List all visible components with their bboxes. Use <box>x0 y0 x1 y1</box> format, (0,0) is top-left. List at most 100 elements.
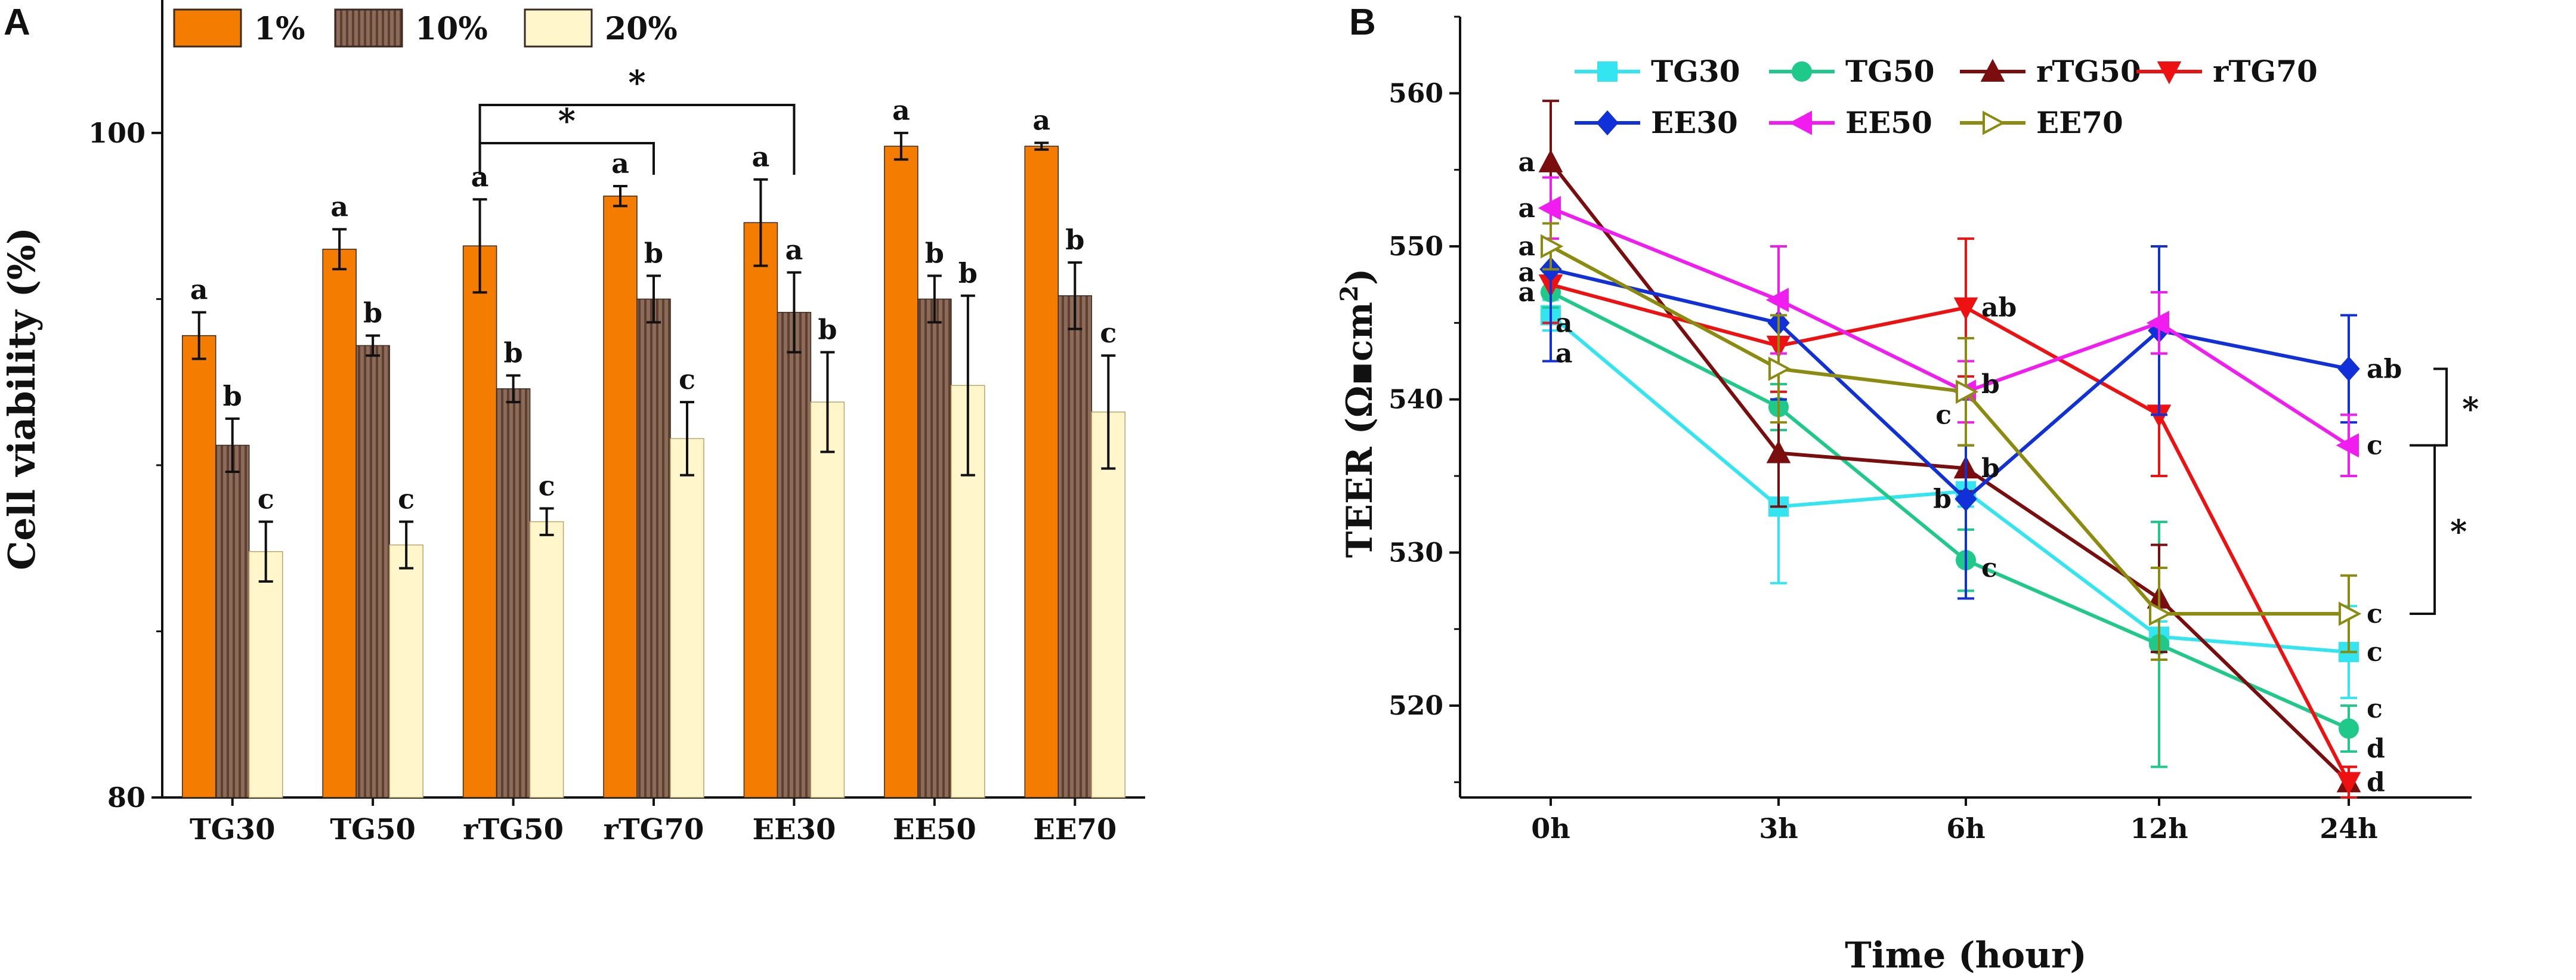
y-axis-label: TEER (Ω▪cm2) <box>1335 268 1381 558</box>
legend-marker-EE70 <box>1983 110 2006 135</box>
significance-letter: a <box>786 234 803 266</box>
significance-letter: b <box>1981 453 2000 484</box>
significance-letter: a <box>752 141 770 173</box>
significance-letter: c <box>679 363 695 395</box>
series-TG50 <box>1541 276 2359 768</box>
x-tick-label: TG30 <box>190 813 276 846</box>
significance-letter: c <box>1935 400 1952 430</box>
x-tick-label: TG50 <box>330 813 416 846</box>
y-tick-label: 540 <box>1388 385 1443 415</box>
legend-label: rTG50 <box>2036 54 2141 89</box>
legend-label: EE30 <box>1651 105 1738 140</box>
significance-star: * <box>628 63 645 103</box>
bar-20pct-TG50 <box>389 544 423 798</box>
y-axis-label-end: ) <box>1339 268 1381 285</box>
legend-label: EE70 <box>2036 105 2123 140</box>
y-tick-label: 80 <box>107 781 146 814</box>
y-tick-label: 100 <box>88 117 146 149</box>
significance-letter: a <box>892 94 910 126</box>
significance-bracket <box>2410 444 2436 615</box>
panel-a-label: A <box>4 2 30 43</box>
point-rTG50-0h <box>1538 149 1563 172</box>
significance-letter: a <box>1518 147 1535 178</box>
significance-letter: c <box>2367 599 2383 629</box>
significance-letter: d <box>2367 734 2385 764</box>
bar-10pct-EE30 <box>777 311 812 798</box>
bar-1pct-rTG70 <box>603 195 638 798</box>
significance-letter: b <box>1981 369 2000 400</box>
bar-20pct-rTG50 <box>529 521 564 798</box>
panel-a-bar-chart: 80 100 Cell viability (%) TG30 a b c TG50 a b c rTG… <box>0 0 1145 846</box>
significance-letter: b <box>223 380 242 412</box>
significance-letter: c <box>1981 553 1997 583</box>
bar-20pct-EE70 <box>1091 412 1126 798</box>
point-EE50-12h <box>2146 311 2169 335</box>
x-axis-label: Time (hour) <box>1845 935 2087 976</box>
point-rTG50-3h <box>1766 440 1791 463</box>
significance-letter: a <box>1518 258 1535 288</box>
significance-letter: a <box>611 147 629 180</box>
significance-star: * <box>2450 512 2467 551</box>
point-EE50-24h <box>2336 433 2359 457</box>
point-rTG70-6h <box>1953 297 1978 320</box>
bar-1pct-TG50 <box>322 249 357 798</box>
significance-letter: b <box>363 297 382 329</box>
legend-marker-TG30 <box>1597 61 1618 82</box>
legend-label: 10% <box>415 11 488 47</box>
legend-label: 20% <box>605 11 678 47</box>
point-rTG70-24h <box>2336 772 2361 795</box>
series-rTG70 <box>1538 237 2361 799</box>
bar-10pct-rTG50 <box>496 388 531 798</box>
significance-letter: a <box>1518 193 1535 224</box>
significance-letter: c <box>398 483 415 515</box>
legend-marker-rTG50 <box>1980 58 2005 82</box>
significance-letter: d <box>2367 767 2385 797</box>
point-TG50-24h <box>2339 718 2359 739</box>
legend-label: TG30 <box>1651 54 1740 89</box>
series-EE50 <box>1538 176 2359 477</box>
legend-swatch-10pct <box>334 8 403 48</box>
significance-letter: b <box>958 257 978 289</box>
y-tick-label: 550 <box>1388 231 1443 262</box>
point-EE70-0h <box>1541 234 1564 259</box>
point-EE50-3h <box>1765 287 1789 313</box>
bar-10pct-TG30 <box>215 444 250 798</box>
legend-label: TG50 <box>1845 54 1935 89</box>
x-tick-label: 6h <box>1946 812 1985 845</box>
series-rTG50 <box>1538 100 2361 799</box>
significance-letter: a <box>1556 308 1573 338</box>
x-tick-label: rTG50 <box>463 813 564 846</box>
legend-marker-EE50 <box>1789 110 1812 135</box>
bar-1pct-TG30 <box>181 335 217 798</box>
significance-letter: c <box>2367 694 2383 724</box>
bar-20pct-rTG70 <box>670 438 704 798</box>
x-tick-label: rTG70 <box>604 813 704 846</box>
significance-letter: a <box>1556 339 1573 369</box>
bar-1pct-EE30 <box>743 222 778 798</box>
significance-letter: a <box>190 274 208 306</box>
point-EE30-6h <box>1955 486 1977 512</box>
x-tick-label: 3h <box>1759 812 1798 845</box>
legend-marker-EE30 <box>1596 110 1619 136</box>
bar-1pct-EE50 <box>884 146 919 798</box>
significance-letter: b <box>644 237 663 269</box>
panel-b-label: B <box>1349 2 1376 43</box>
bar-1pct-rTG50 <box>462 245 497 798</box>
significance-letter: b <box>503 337 522 369</box>
significance-star: * <box>558 101 576 141</box>
significance-letter: c <box>258 483 274 515</box>
significance-letter: b <box>1933 484 1952 515</box>
significance-letter: b <box>1065 224 1084 256</box>
significance-letter: c <box>2367 637 2383 667</box>
significance-letter: ab <box>2367 354 2402 384</box>
line-rTG70 <box>1550 283 2351 783</box>
point-EE70-12h <box>2149 601 2172 626</box>
x-tick-label: 0h <box>1531 812 1570 845</box>
point-EE30-24h <box>2337 356 2360 382</box>
panel-b-line-chart: 520 530 540 550 560 0h 3h 6h 12h 24h Time (hour) TE… <box>1335 16 2479 976</box>
bar-20pct-TG30 <box>248 551 283 798</box>
significance-bracket <box>478 104 796 175</box>
bar-20pct-EE30 <box>810 401 845 798</box>
legend-label: rTG70 <box>2213 54 2318 89</box>
legend-swatch-20pct <box>524 8 593 48</box>
